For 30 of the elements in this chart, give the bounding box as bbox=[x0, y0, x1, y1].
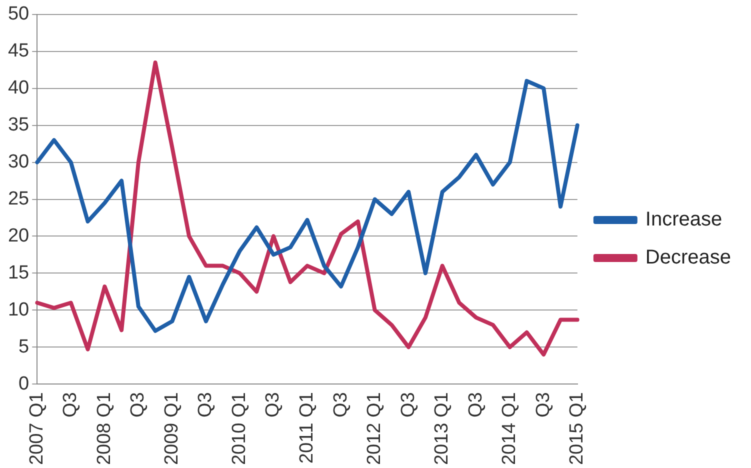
y-tick-label: 25 bbox=[8, 188, 30, 210]
x-tick-label: Q3 bbox=[128, 392, 149, 418]
x-tick-label: Q3 bbox=[532, 392, 554, 418]
y-tick-label: 5 bbox=[18, 336, 30, 358]
x-tick-label: Q3 bbox=[262, 392, 284, 418]
y-tick-label: 20 bbox=[8, 225, 30, 246]
y-tick-label: 15 bbox=[8, 262, 30, 284]
x-tick-label: 2014 Q1 bbox=[499, 392, 520, 466]
y-tick-label: 50 bbox=[8, 4, 30, 25]
legend-label: Decrease bbox=[645, 246, 732, 269]
x-tick-label: 2012 Q1 bbox=[364, 392, 386, 466]
x-tick-label: Q3 bbox=[195, 392, 216, 418]
x-tick-label: 2011 Q1 bbox=[296, 392, 318, 464]
x-tick-label: 2007 Q1 bbox=[26, 392, 48, 466]
x-tick-label: 2013 Q1 bbox=[432, 392, 453, 466]
x-tick-label: Q3 bbox=[398, 392, 419, 418]
x-tick-label: 2008 Q1 bbox=[94, 392, 115, 466]
x-tick-label: Q3 bbox=[465, 392, 486, 418]
x-tick-label: Q3 bbox=[330, 392, 352, 418]
x-tick-label: 2015 Q1 bbox=[566, 392, 588, 466]
y-tick-label: 35 bbox=[8, 114, 30, 136]
x-tick-label: Q3 bbox=[60, 392, 82, 418]
y-tick-label: 45 bbox=[8, 40, 30, 62]
y-tick-label: 30 bbox=[8, 152, 30, 173]
y-tick-label: 10 bbox=[8, 299, 30, 320]
x-tick-label: 2009 Q1 bbox=[161, 392, 182, 466]
y-tick-label: 0 bbox=[18, 373, 30, 394]
y-tick-label: 40 bbox=[8, 78, 30, 99]
legend-label: Increase bbox=[645, 208, 722, 231]
x-tick-label: 2010 Q1 bbox=[228, 392, 250, 466]
